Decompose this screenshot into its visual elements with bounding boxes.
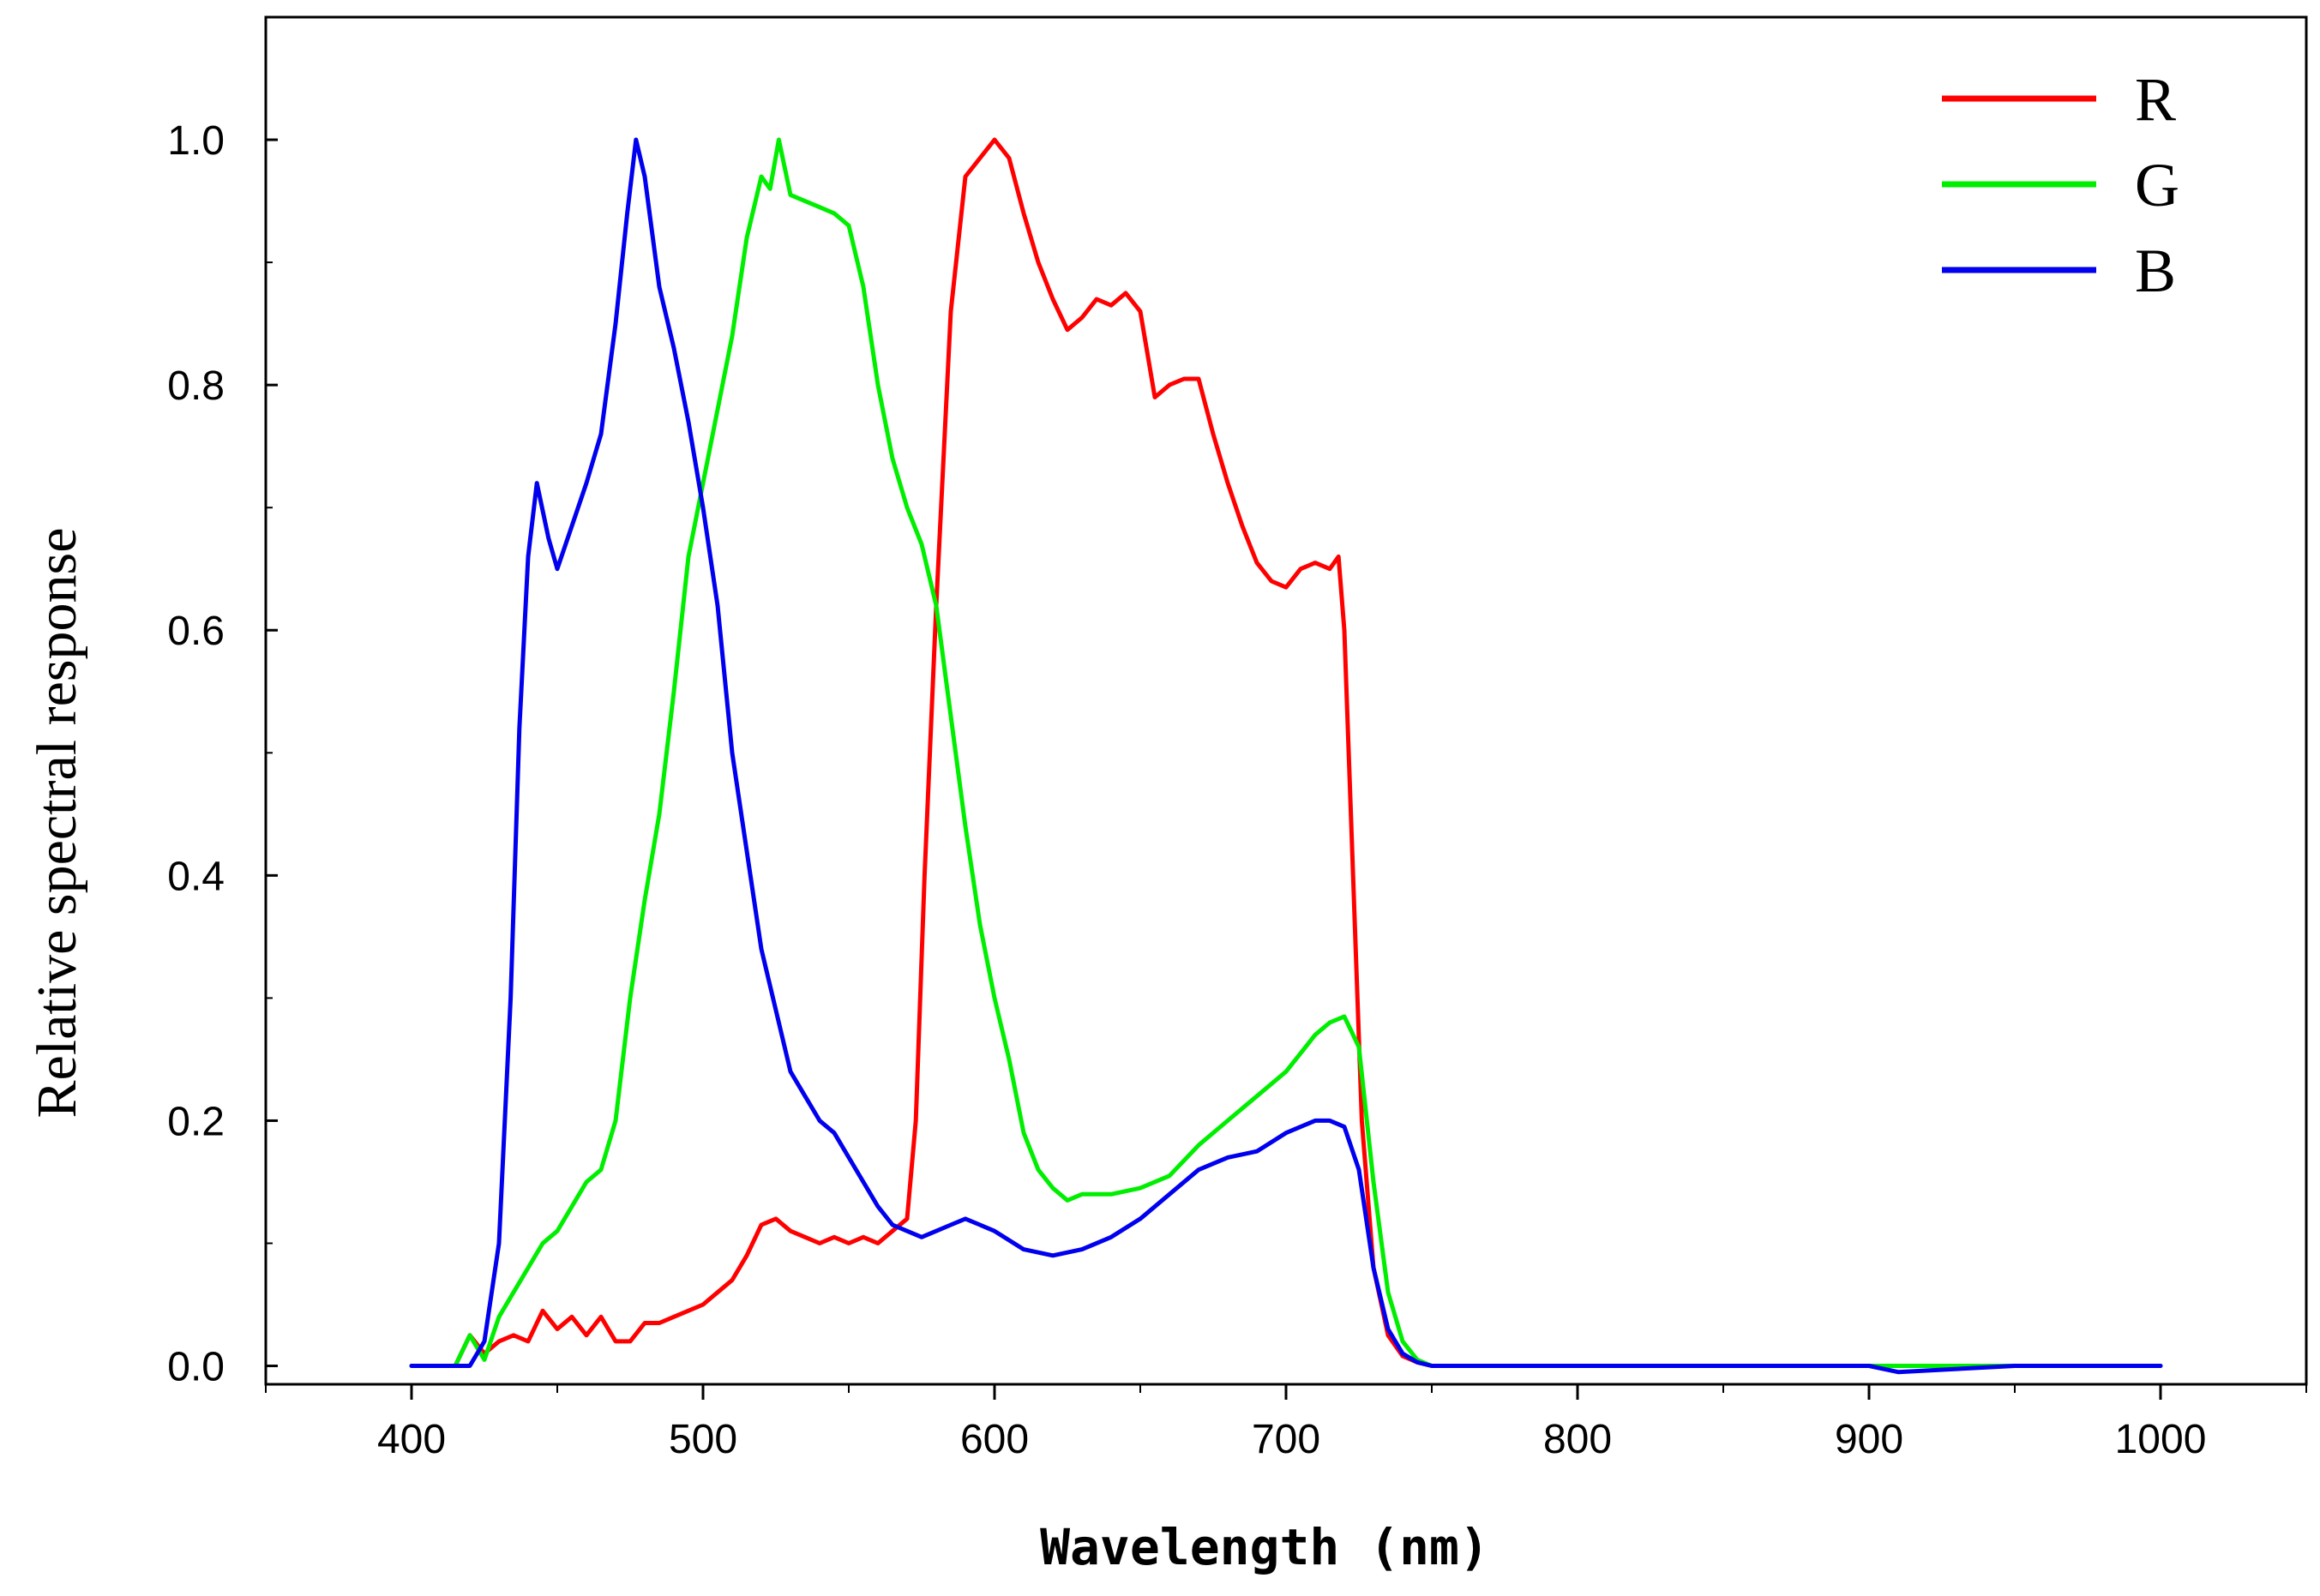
legend-label-g: G bbox=[2135, 151, 2179, 219]
legend-label-r: R bbox=[2135, 65, 2176, 134]
x-tick-label: 600 bbox=[960, 1417, 1029, 1462]
y-tick-label: 0.0 bbox=[167, 1345, 225, 1390]
legend: RGB bbox=[1942, 65, 2179, 305]
x-axis-label: Wavelength (nm) bbox=[1040, 1518, 1489, 1576]
x-tick-label: 1000 bbox=[2115, 1417, 2207, 1462]
series-line-r bbox=[409, 137, 2163, 1368]
legend-label-b: B bbox=[2135, 237, 2176, 305]
y-tick-label: 1.0 bbox=[167, 118, 225, 164]
series-layer bbox=[409, 137, 2163, 1375]
y-axis-ticks: 0.0 0.2 0.4 0.6 0.8 1.0 bbox=[167, 118, 278, 1390]
x-tick-label: 700 bbox=[1252, 1417, 1320, 1462]
y-tick-label: 0.8 bbox=[167, 363, 225, 409]
y-tick-label: 0.6 bbox=[167, 609, 225, 654]
x-tick-label: 900 bbox=[1835, 1417, 1903, 1462]
x-tick-label: 400 bbox=[377, 1417, 446, 1462]
y-tick-label: 0.2 bbox=[167, 1099, 225, 1144]
x-tick-label: 800 bbox=[1543, 1417, 1612, 1462]
x-axis-ticks: 400 500 600 700 800 900 1000 bbox=[265, 1384, 2307, 1462]
series-line-b bbox=[409, 137, 2163, 1375]
x-tick-label: 500 bbox=[669, 1417, 737, 1462]
y-tick-label: 0.4 bbox=[167, 854, 225, 899]
y-axis-label: Relative spectral response bbox=[26, 527, 88, 1118]
series-line-g bbox=[409, 137, 2163, 1368]
